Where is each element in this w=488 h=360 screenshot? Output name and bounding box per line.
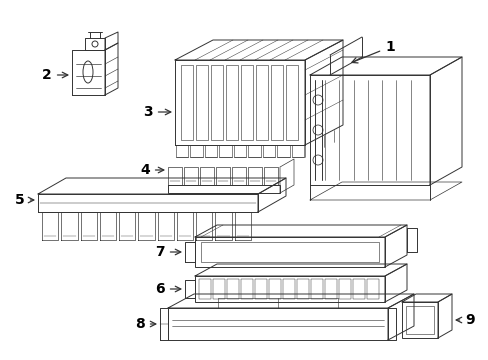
Bar (405, 306, 433, 334)
Bar (195, 276, 384, 302)
Bar (310, 279, 323, 299)
Bar (241, 65, 252, 140)
Text: 7: 7 (155, 245, 181, 259)
Bar (352, 279, 364, 299)
Bar (325, 279, 336, 299)
Bar (181, 65, 193, 140)
Text: 4: 4 (140, 163, 163, 177)
Bar (270, 65, 283, 140)
Bar (226, 279, 239, 299)
Bar (285, 65, 297, 140)
Bar (401, 302, 437, 338)
Bar (296, 279, 308, 299)
Bar (254, 279, 266, 299)
Text: 9: 9 (455, 313, 474, 327)
Bar (168, 185, 280, 193)
Bar (225, 65, 238, 140)
Bar (241, 279, 252, 299)
Text: 5: 5 (15, 193, 34, 207)
Bar (338, 279, 350, 299)
Bar (268, 279, 281, 299)
Text: 3: 3 (143, 105, 170, 119)
Bar (199, 279, 210, 299)
Bar (201, 242, 378, 262)
Bar (195, 237, 384, 267)
Bar (283, 279, 294, 299)
Text: 1: 1 (351, 40, 394, 63)
Text: 8: 8 (135, 317, 156, 331)
Text: 6: 6 (155, 282, 181, 296)
Bar (213, 279, 224, 299)
Bar (168, 308, 387, 340)
Bar (256, 65, 267, 140)
Bar (210, 65, 223, 140)
Text: 2: 2 (42, 68, 68, 82)
Bar (366, 279, 378, 299)
Bar (196, 65, 207, 140)
